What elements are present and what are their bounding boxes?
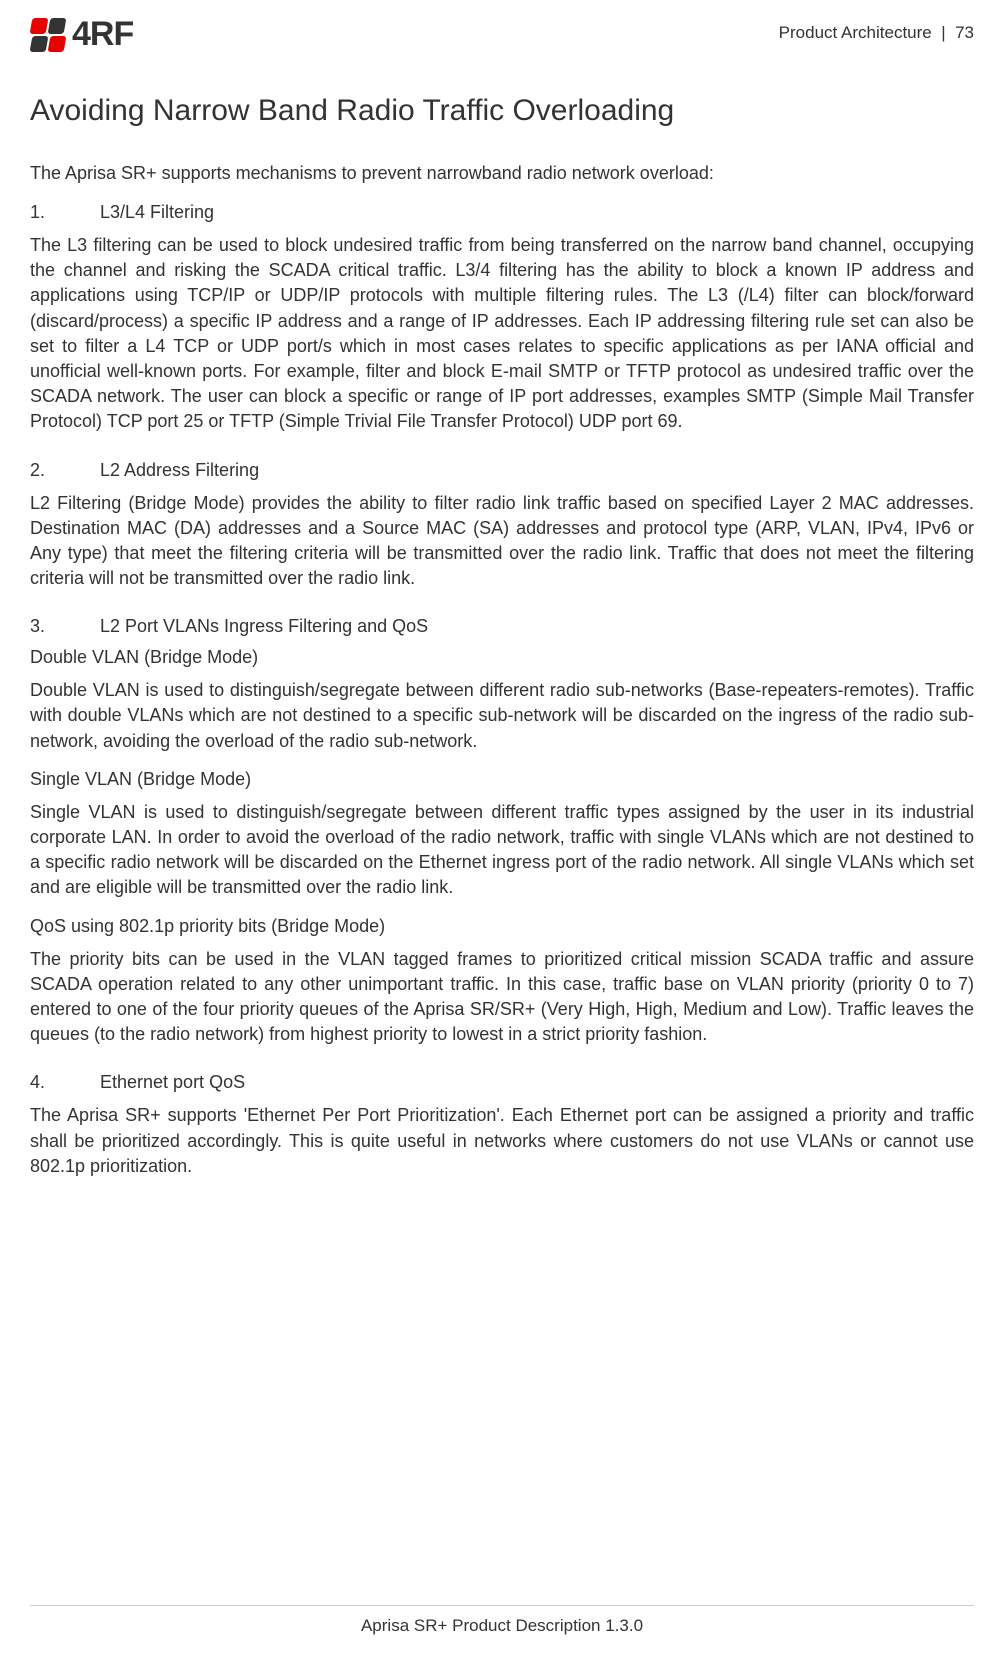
section-2-num: 2. xyxy=(30,460,100,481)
section-4-title: Ethernet port QoS xyxy=(100,1072,245,1093)
section-3-sub-0-body: Double VLAN is used to distinguish/segre… xyxy=(30,678,974,754)
section-1-heading: 1. L3/L4 Filtering xyxy=(30,202,974,223)
page-header: 4RF Product Architecture | 73 xyxy=(30,10,974,54)
page-title: Avoiding Narrow Band Radio Traffic Overl… xyxy=(30,94,974,128)
logo: 4RF xyxy=(30,15,133,54)
section-4-num: 4. xyxy=(30,1072,100,1093)
section-1-body: The L3 filtering can be used to block un… xyxy=(30,233,974,435)
section-3-heading: 3. L2 Port VLANs Ingress Filtering and Q… xyxy=(30,616,974,637)
section-1-num: 1. xyxy=(30,202,100,223)
logo-text: 4RF xyxy=(72,15,133,54)
page-footer: Aprisa SR+ Product Description 1.3.0 xyxy=(30,1605,974,1636)
header-section: Product Architecture xyxy=(779,23,932,42)
header-section-page: Product Architecture | 73 xyxy=(779,15,974,43)
section-3-sub-0-heading: Double VLAN (Bridge Mode) xyxy=(30,647,974,668)
section-2-title: L2 Address Filtering xyxy=(100,460,259,481)
section-2-body: L2 Filtering (Bridge Mode) provides the … xyxy=(30,491,974,592)
header-separator: | xyxy=(941,23,945,42)
section-3-sub-2-body: The priority bits can be used in the VLA… xyxy=(30,947,974,1048)
intro-text: The Aprisa SR+ supports mechanisms to pr… xyxy=(30,163,974,184)
section-1-title: L3/L4 Filtering xyxy=(100,202,214,223)
section-3-num: 3. xyxy=(30,616,100,637)
section-3-sub-2-heading: QoS using 802.1p priority bits (Bridge M… xyxy=(30,916,974,937)
section-3-sub-1-body: Single VLAN is used to distinguish/segre… xyxy=(30,800,974,901)
section-3-title: L2 Port VLANs Ingress Filtering and QoS xyxy=(100,616,428,637)
section-4-heading: 4. Ethernet port QoS xyxy=(30,1072,974,1093)
section-3-sub-1-heading: Single VLAN (Bridge Mode) xyxy=(30,769,974,790)
logo-icon xyxy=(30,17,66,53)
section-4-body: The Aprisa SR+ supports 'Ethernet Per Po… xyxy=(30,1103,974,1179)
header-page-number: 73 xyxy=(955,23,974,42)
section-2-heading: 2. L2 Address Filtering xyxy=(30,460,974,481)
